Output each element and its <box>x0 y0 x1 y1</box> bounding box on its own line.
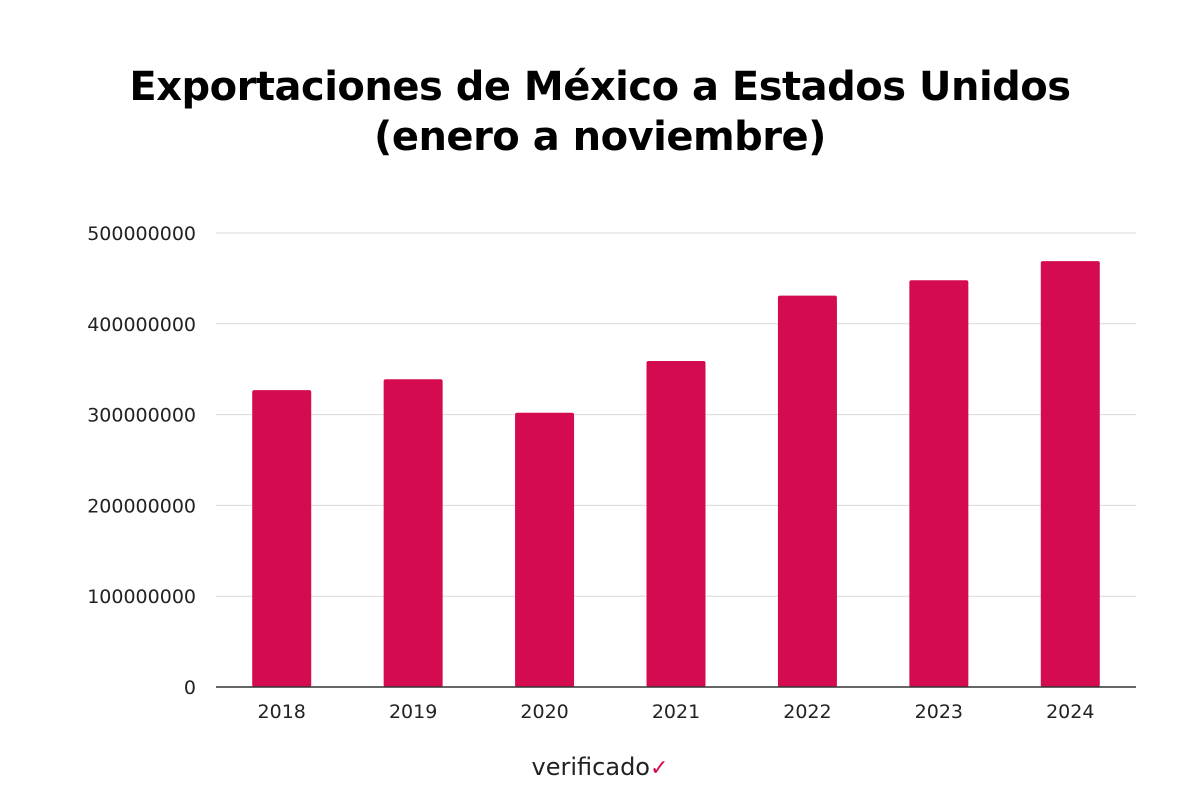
bar <box>515 412 575 687</box>
x-tick-label: 2024 <box>1046 701 1094 723</box>
brand-logo: verificado✓ <box>0 753 1200 781</box>
x-tick-label: 2022 <box>783 701 831 723</box>
bar <box>777 295 837 687</box>
bar <box>646 361 706 687</box>
y-tick-label: 400000000 <box>87 314 196 336</box>
chart-title: Exportaciones de México a Estados Unidos… <box>0 62 1200 162</box>
y-tick-label: 200000000 <box>87 495 196 517</box>
x-tick-label: 2018 <box>258 701 306 723</box>
check-icon: ✓ <box>650 756 669 781</box>
chart-title-line-1: Exportaciones de México a Estados Unidos <box>129 64 1071 110</box>
y-tick-label: 100000000 <box>87 586 196 608</box>
y-tick-label: 0 <box>184 677 196 699</box>
bar <box>252 390 312 687</box>
x-tick-label: 2019 <box>389 701 437 723</box>
x-tick-label: 2021 <box>652 701 700 723</box>
bar <box>383 379 443 687</box>
x-tick-label: 2020 <box>520 701 568 723</box>
bar <box>909 280 969 687</box>
y-tick-label: 500000000 <box>87 223 196 245</box>
brand-name: verificado <box>531 753 650 781</box>
y-tick-label: 300000000 <box>87 405 196 427</box>
bar <box>1040 261 1100 687</box>
chart-title-line-2: (enero a noviembre) <box>374 114 826 160</box>
x-tick-label: 2023 <box>915 701 963 723</box>
